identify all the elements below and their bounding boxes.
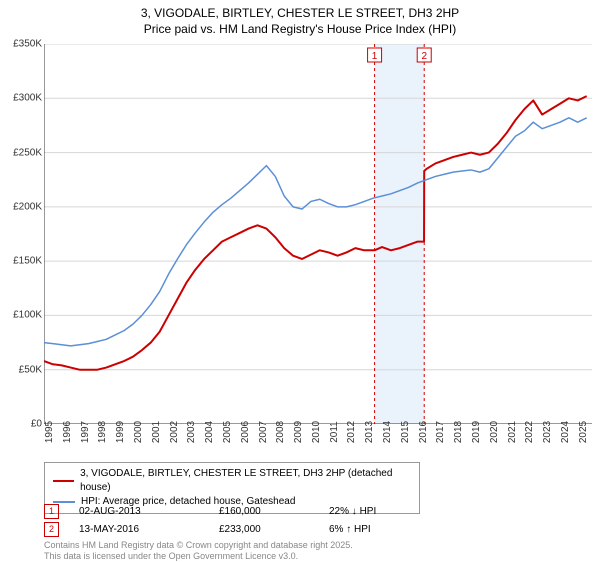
x-tick-label: 2024 bbox=[560, 421, 571, 443]
x-tick-label: 2003 bbox=[186, 421, 197, 443]
x-tick-label: 2017 bbox=[435, 421, 446, 443]
x-tick-label: 2023 bbox=[542, 421, 553, 443]
marker-price: £233,000 bbox=[219, 524, 309, 535]
chart-container: 3, VIGODALE, BIRTLEY, CHESTER LE STREET,… bbox=[0, 0, 600, 560]
x-tick-label: 2022 bbox=[524, 421, 535, 443]
marker-date: 13-MAY-2016 bbox=[79, 524, 199, 535]
attribution: Contains HM Land Registry data © Crown c… bbox=[44, 540, 353, 562]
x-tick-label: 2009 bbox=[293, 421, 304, 443]
x-tick-label: 2014 bbox=[382, 421, 393, 443]
marker-price: £160,000 bbox=[219, 506, 309, 517]
legend-label: 3, VIGODALE, BIRTLEY, CHESTER LE STREET,… bbox=[80, 467, 411, 495]
x-tick-label: 2006 bbox=[240, 421, 251, 443]
x-tick-label: 2021 bbox=[507, 421, 518, 443]
x-tick-label: 2011 bbox=[329, 421, 340, 443]
x-tick-label: 2015 bbox=[400, 421, 411, 443]
x-tick-label: 1995 bbox=[44, 421, 55, 443]
x-tick-label: 2012 bbox=[346, 421, 357, 443]
svg-text:1: 1 bbox=[372, 51, 378, 62]
y-tick-label: £100K bbox=[13, 310, 42, 321]
marker-row: 2 13-MAY-2016 £233,000 6% ↑ HPI bbox=[44, 520, 409, 538]
title-line-2: Price paid vs. HM Land Registry's House … bbox=[0, 22, 600, 38]
y-tick-label: £200K bbox=[13, 201, 42, 212]
marker-row: 1 02-AUG-2013 £160,000 22% ↓ HPI bbox=[44, 502, 409, 520]
legend-row: 3, VIGODALE, BIRTLEY, CHESTER LE STREET,… bbox=[53, 467, 411, 495]
x-tick-label: 2004 bbox=[204, 421, 215, 443]
y-tick-label: £250K bbox=[13, 147, 42, 158]
x-tick-label: 2020 bbox=[489, 421, 500, 443]
marker-diff: 22% ↓ HPI bbox=[329, 506, 409, 517]
x-tick-label: 1999 bbox=[115, 421, 126, 443]
title-line-1: 3, VIGODALE, BIRTLEY, CHESTER LE STREET,… bbox=[0, 6, 600, 22]
marker-date: 02-AUG-2013 bbox=[79, 506, 199, 517]
x-tick-label: 2025 bbox=[578, 421, 589, 443]
x-tick-label: 1996 bbox=[62, 421, 73, 443]
y-tick-label: £50K bbox=[19, 364, 42, 375]
x-tick-label: 2000 bbox=[133, 421, 144, 443]
x-tick-label: 2016 bbox=[418, 421, 429, 443]
x-tick-label: 2018 bbox=[453, 421, 464, 443]
marker-id-box: 1 bbox=[44, 504, 59, 519]
x-tick-label: 2002 bbox=[169, 421, 180, 443]
y-tick-label: £150K bbox=[13, 256, 42, 267]
x-tick-label: 2013 bbox=[364, 421, 375, 443]
marker-table: 1 02-AUG-2013 £160,000 22% ↓ HPI 2 13-MAY-201… bbox=[44, 502, 409, 538]
attribution-line-1: Contains HM Land Registry data © Crown c… bbox=[44, 540, 353, 551]
x-tick-label: 1998 bbox=[97, 421, 108, 443]
x-tick-label: 2007 bbox=[258, 421, 269, 443]
x-tick-label: 2001 bbox=[151, 421, 162, 443]
y-tick-label: £300K bbox=[13, 93, 42, 104]
marker-id-box: 2 bbox=[44, 522, 59, 537]
legend-swatch bbox=[53, 480, 74, 482]
x-tick-label: 2019 bbox=[471, 421, 482, 443]
y-tick-label: £350K bbox=[13, 39, 42, 50]
y-tick-label: £0 bbox=[31, 419, 42, 430]
marker-diff: 6% ↑ HPI bbox=[329, 524, 409, 535]
chart-title: 3, VIGODALE, BIRTLEY, CHESTER LE STREET,… bbox=[0, 0, 600, 37]
svg-text:2: 2 bbox=[421, 51, 427, 62]
x-tick-label: 2008 bbox=[275, 421, 286, 443]
x-tick-label: 1997 bbox=[80, 421, 91, 443]
x-tick-label: 2010 bbox=[311, 421, 322, 443]
x-tick-label: 2005 bbox=[222, 421, 233, 443]
chart-plot: 12 bbox=[44, 44, 592, 424]
